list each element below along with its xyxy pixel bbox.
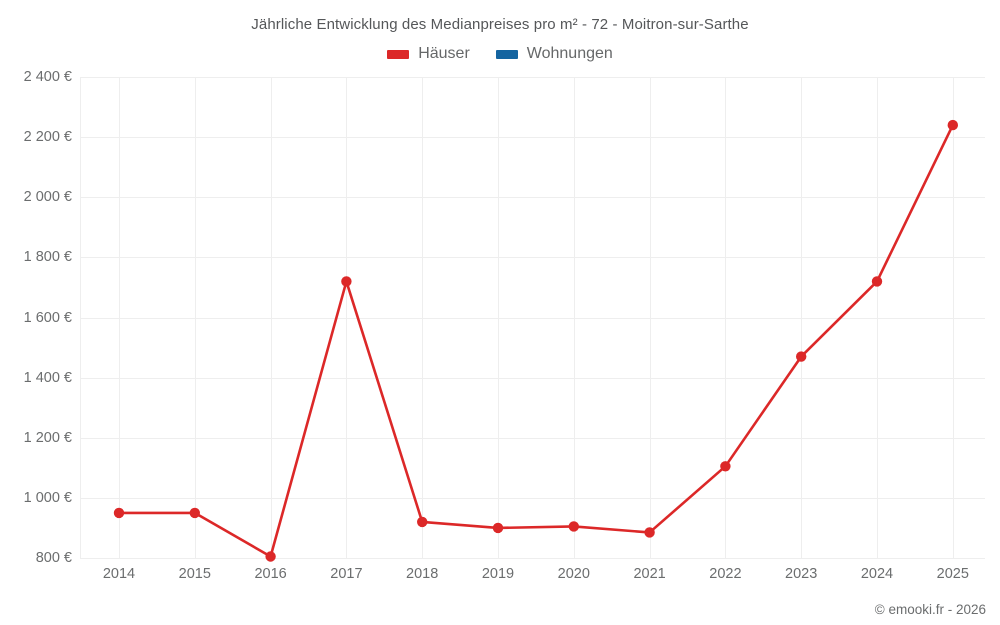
data-point[interactable] [568,521,579,532]
legend-swatch-hauser [387,49,410,59]
grid-line-horizontal [80,197,985,199]
grid-line-vertical [498,77,499,558]
legend-entry-wohnungen[interactable]: Wohnungen [495,45,613,63]
grid-line-vertical [725,77,727,558]
data-point[interactable] [417,516,428,528]
y-axis-tick-label: 1 200 € [23,429,72,446]
data-point[interactable] [189,507,200,519]
grid-line-horizontal [80,497,985,499]
grid-line-vertical [952,77,954,558]
grid-line-vertical [801,77,803,558]
grid-line-horizontal [80,137,985,139]
grid-line-horizontal [80,437,985,439]
x-axis-tick-label: 2019 [481,566,515,582]
y-axis-tick-label: 1 800 € [23,249,72,266]
x-axis-tick-label: 2015 [178,566,211,582]
grid-line-vertical [80,77,81,558]
x-axis-tick-label: 2020 [557,566,590,582]
x-axis-tick-label: 2017 [330,566,363,582]
grid-line-vertical [573,77,575,558]
legend-label-wohnungen: Wohnungen [526,45,613,62]
y-axis-tick-label: 2 200 € [23,129,72,146]
x-axis-tick-label: 2018 [406,566,439,582]
grid-line-vertical [422,77,424,558]
data-point[interactable] [720,461,731,472]
x-axis-tick-label: 2022 [709,566,742,582]
grid-line-vertical [270,77,272,558]
data-point[interactable] [265,551,276,562]
x-axis-tick-label: 2016 [254,566,287,582]
grid-line-horizontal [80,377,985,379]
grid-line-vertical [346,77,348,558]
data-point[interactable] [492,522,504,534]
data-point[interactable] [947,119,958,131]
grid-line-vertical [877,77,878,558]
data-point[interactable] [871,276,883,287]
chart-legend: Häuser Wohnungen [0,45,1000,63]
legend-entry-hauser[interactable]: Häuser [387,45,470,63]
y-axis-tick-label: 1 000 € [23,489,72,506]
x-axis-tick-label: 2021 [633,566,666,582]
credit-label: © emooki.fr - 2026 [874,602,986,617]
grid-line-vertical [649,77,651,558]
x-axis-tick-label: 2024 [860,566,894,582]
grid-line-vertical [194,77,196,558]
grid-line-vertical [119,77,120,558]
data-point[interactable] [796,351,807,362]
x-axis-tick-label: 2014 [102,566,136,582]
y-axis-tick-label: 1 600 € [23,309,72,326]
plot-area [80,77,985,559]
y-axis-tick-label: 2 000 € [23,189,72,206]
grid-line-horizontal [80,317,985,319]
chart-title: Jährliche Entwicklung des Medianpreises … [251,16,749,33]
x-axis-tick-label: 2023 [785,566,818,582]
grid-line-horizontal [80,558,985,559]
data-point[interactable] [113,507,125,519]
data-point[interactable] [341,276,352,287]
y-axis-tick-label: 1 400 € [23,369,72,386]
x-axis-tick-label: 2025 [936,566,969,582]
legend-swatch-wohnungen [495,49,518,59]
grid-line-horizontal [80,257,985,259]
legend-label-hauser: Häuser [418,45,470,62]
y-axis-tick-label: 800 € [35,550,72,566]
grid-line-horizontal [80,77,985,78]
y-axis-tick-label: 2 400 € [23,69,72,85]
data-point[interactable] [644,527,655,538]
